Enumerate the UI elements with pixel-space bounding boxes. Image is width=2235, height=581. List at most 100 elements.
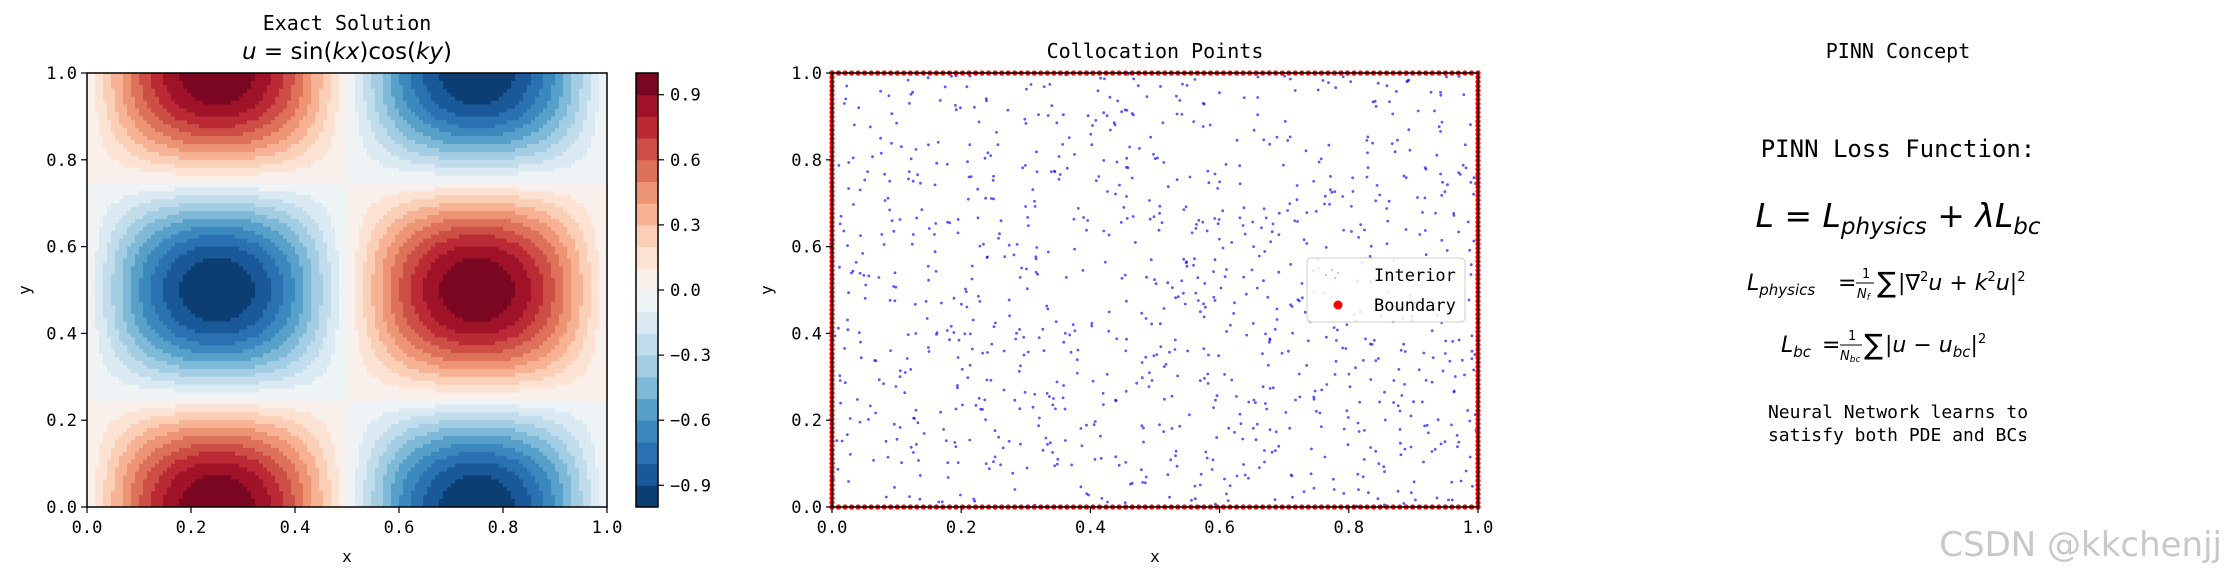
heatmap-cell: [431, 136, 436, 141]
heatmap-cell: [527, 73, 532, 78]
heatmap-cell: [455, 199, 460, 204]
heatmap-cell: [315, 155, 320, 161]
heatmap-cell: [151, 136, 156, 141]
heatmap-cell: [407, 163, 412, 169]
heatmap-cell: [475, 203, 480, 208]
heatmap-cell: [539, 151, 544, 157]
heatmap-cell: [483, 167, 488, 173]
heatmap-cell: [187, 132, 192, 137]
heatmap-cell: [155, 76, 160, 82]
heatmap-cell: [99, 159, 104, 165]
heatmap-cell: [387, 128, 392, 133]
heatmap-cell: [539, 116, 544, 121]
heatmap-cell: [387, 171, 392, 177]
heatmap-cell: [467, 76, 472, 82]
heatmap-cell: [319, 84, 324, 90]
heatmap-cell: [131, 222, 136, 228]
heatmap-cell: [115, 140, 120, 145]
heatmap-cell: [295, 112, 300, 117]
heatmap-cell: [239, 163, 244, 169]
heatmap-cell: [563, 163, 568, 169]
heatmap-cell: [471, 159, 476, 165]
heatmap-cell: [583, 140, 588, 145]
heatmap-cell: [179, 124, 184, 129]
heatmap-cell: [291, 207, 296, 212]
heatmap-cell: [547, 104, 552, 110]
heatmap-cell: [87, 76, 92, 82]
heatmap-cell: [143, 80, 148, 86]
heatmap-cell: [223, 171, 228, 177]
heatmap-cell: [207, 199, 212, 204]
heatmap-cell: [491, 120, 496, 125]
heatmap-cell: [403, 88, 408, 94]
heatmap-cell: [447, 187, 452, 192]
heatmap-cell: [567, 120, 572, 125]
heatmap-cell: [463, 76, 468, 82]
heatmap-cell: [359, 124, 364, 129]
heatmap-cell: [591, 195, 596, 200]
heatmap-cell: [295, 171, 300, 177]
heatmap-cell: [251, 112, 256, 117]
heatmap-cell: [483, 218, 488, 224]
heatmap-cell: [347, 132, 352, 137]
heatmap-cell: [247, 104, 252, 110]
heatmap-cell: [259, 132, 264, 137]
heatmap-cell: [211, 187, 216, 192]
heatmap-cell: [591, 155, 596, 161]
heatmap-cell: [267, 211, 272, 216]
heatmap-cell: [507, 88, 512, 94]
heatmap-cell: [403, 140, 408, 145]
heatmap-cell: [363, 104, 368, 110]
heatmap-cell: [451, 203, 456, 208]
heatmap-cell: [191, 100, 196, 106]
heatmap-cell: [215, 167, 220, 173]
heatmap-cell: [247, 140, 252, 145]
heatmap-cell: [339, 136, 344, 141]
heatmap-cell: [447, 128, 452, 133]
heatmap-cell: [279, 211, 284, 216]
heatmap-cell: [115, 80, 120, 86]
heatmap-cell: [347, 199, 352, 204]
heatmap-cell: [587, 104, 592, 110]
heatmap-cell: [395, 195, 400, 200]
heatmap-cell: [263, 112, 268, 117]
heatmap-cell: [531, 120, 536, 125]
heatmap-cell: [87, 203, 92, 208]
heatmap-cell: [367, 159, 372, 165]
heatmap-cell: [255, 140, 260, 145]
heatmap-cell: [475, 136, 480, 141]
heatmap-cell: [347, 187, 352, 192]
heatmap-cell: [499, 187, 504, 192]
heatmap-cell: [579, 80, 584, 86]
heatmap-cell: [351, 191, 356, 196]
heatmap-cell: [255, 80, 260, 86]
heatmap-cell: [223, 144, 228, 149]
heatmap-cell: [495, 183, 500, 189]
heatmap-cell: [571, 112, 576, 117]
heatmap-cell: [483, 80, 488, 86]
heatmap-cell: [203, 120, 208, 125]
heatmap-cell: [459, 215, 464, 220]
heatmap-cell: [371, 144, 376, 149]
heatmap-cell: [127, 104, 132, 110]
heatmap-cell: [523, 116, 528, 121]
heatmap-cell: [551, 163, 556, 169]
heatmap-cell: [535, 207, 540, 212]
heatmap-cell: [411, 140, 416, 145]
heatmap-cell: [599, 104, 604, 110]
heatmap-cell: [159, 218, 164, 224]
heatmap-cell: [415, 171, 420, 177]
heatmap-cell: [163, 222, 168, 228]
heatmap-cell: [275, 207, 280, 212]
heatmap-cell: [211, 203, 216, 208]
heatmap-cell: [259, 183, 264, 189]
heatmap-cell: [315, 191, 320, 196]
heatmap-cell: [131, 163, 136, 169]
heatmap-cell: [251, 92, 256, 98]
heatmap-cell: [467, 140, 472, 145]
heatmap-cell: [183, 151, 188, 157]
heatmap-cell: [143, 96, 148, 102]
heatmap-cell: [111, 167, 116, 173]
heatmap-cell: [247, 132, 252, 137]
heatmap-cell: [535, 84, 540, 90]
